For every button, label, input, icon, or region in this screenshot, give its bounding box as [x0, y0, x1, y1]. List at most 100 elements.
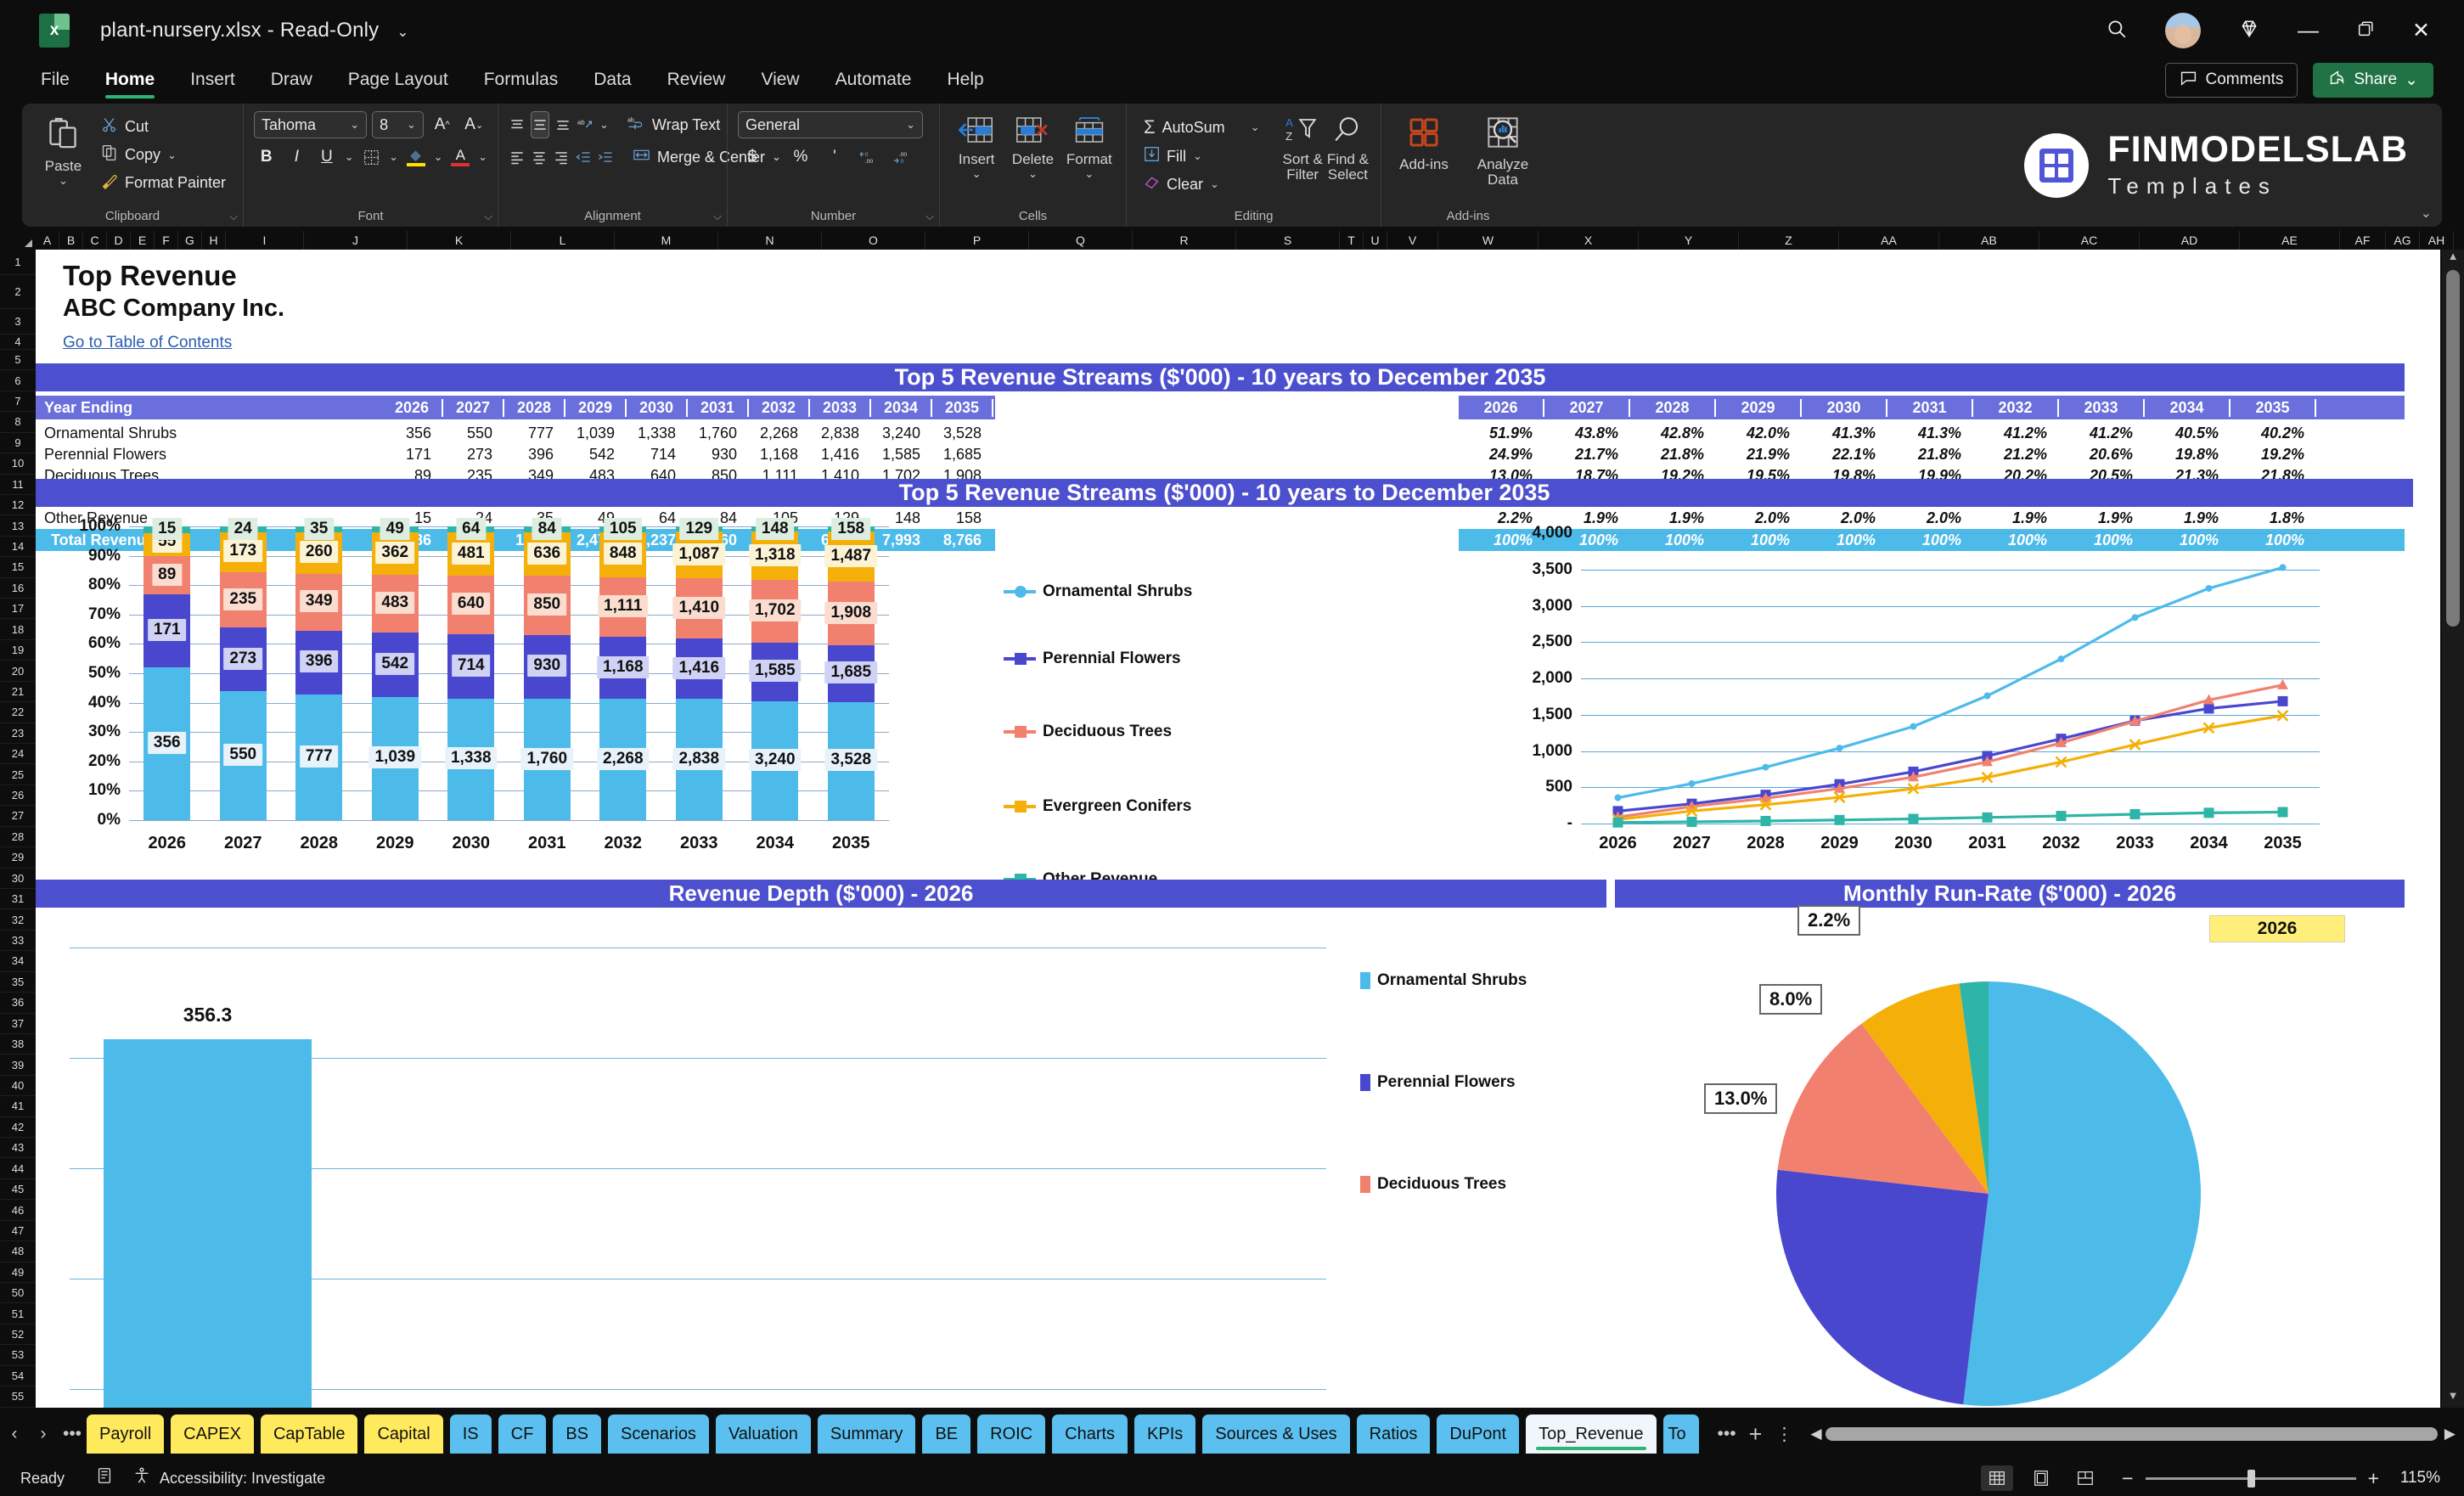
row-header-38[interactable]: 38 [0, 1034, 36, 1055]
column-header-AF[interactable]: AF [2340, 231, 2386, 250]
column-header-G[interactable]: G [178, 231, 202, 250]
diamond-icon[interactable] [2238, 18, 2260, 44]
row-header-21[interactable]: 21 [0, 682, 36, 703]
sheet-tab-valuation[interactable]: Valuation [715, 1414, 811, 1454]
row-header-7[interactable]: 7 [0, 391, 36, 413]
share-button[interactable]: Share ⌄ [2313, 62, 2433, 98]
cell-r0-c1[interactable]: 550 [466, 425, 492, 441]
chevron-down-icon[interactable]: ⌄ [406, 118, 416, 131]
column-header-W[interactable]: W [1438, 231, 1539, 250]
column-header-N[interactable]: N [718, 231, 822, 250]
column-header-O[interactable]: O [822, 231, 925, 250]
percent-format-button[interactable]: % [793, 148, 808, 166]
font-color-button[interactable]: A [448, 143, 474, 171]
row-header-30[interactable]: 30 [0, 869, 36, 889]
row-header-22[interactable]: 22 [0, 702, 36, 723]
find-select-button[interactable]: Find & Select [1325, 110, 1370, 197]
record-macro-icon[interactable] [95, 1466, 114, 1490]
row-header-13[interactable]: 13 [0, 515, 36, 537]
cell-r0-c2[interactable]: 777 [527, 425, 554, 441]
align-bottom-button[interactable] [554, 111, 571, 138]
font-dialog-launcher[interactable]: ⌵ [484, 210, 492, 222]
number-dialog-launcher[interactable]: ⌵ [925, 210, 934, 222]
decrease-indent-button[interactable] [575, 143, 592, 171]
row-header-46[interactable]: 46 [0, 1200, 36, 1221]
line-chart[interactable]: - 500 1,000 1,500 2,000 2,500 3,000 3,500 4,000 2… [995, 515, 2405, 888]
legend-item[interactable]: Evergreen Conifers [1004, 797, 1191, 816]
cell-r4-c8[interactable]: 148 [894, 509, 920, 526]
sheet-tab-charts[interactable]: Charts [1052, 1414, 1128, 1454]
increase-indent-button[interactable] [597, 143, 614, 171]
column-header-K[interactable]: K [408, 231, 511, 250]
scroll-up-arrow[interactable]: ▲ [2447, 250, 2459, 262]
chevron-down-icon[interactable]: ⌄ [389, 150, 399, 163]
row-header-14[interactable]: 14 [0, 537, 36, 558]
row-header-27[interactable]: 27 [0, 806, 36, 827]
addins-button[interactable]: Add-ins [1392, 110, 1456, 188]
chevron-down-icon[interactable]: ⌄ [350, 118, 360, 131]
sheet-tab-captable[interactable]: CapTable [260, 1414, 358, 1454]
cell-r1-c8[interactable]: 1,585 [881, 446, 920, 463]
row-header-47[interactable]: 47 [0, 1221, 36, 1242]
table-of-contents-link[interactable]: Go to Table of Contents [63, 334, 233, 352]
row-header-9[interactable]: 9 [0, 433, 36, 454]
sheet-tab-scenarios[interactable]: Scenarios [608, 1414, 709, 1454]
cell-r4-c5[interactable]: 2.0% [1926, 509, 1961, 526]
column-header-D[interactable]: D [107, 231, 131, 250]
row-header-2[interactable]: 2 [0, 275, 36, 309]
scrollbar-thumb[interactable] [2446, 270, 2460, 627]
number-format-select[interactable]: General ⌄ [738, 111, 923, 138]
column-header-R[interactable]: R [1133, 231, 1236, 250]
cell-r1-c0[interactable]: 24.9% [1488, 446, 1533, 463]
row-header-6[interactable]: 6 [0, 370, 36, 391]
total-cell-2[interactable]: 100% [1664, 531, 1704, 548]
cell-r1-c3[interactable]: 21.9% [1746, 446, 1790, 463]
cell-r1-c5[interactable]: 930 [711, 446, 737, 463]
cell-r4-c1[interactable]: 1.9% [1583, 509, 1618, 526]
bold-button[interactable]: B [260, 148, 273, 166]
column-header-Y[interactable]: Y [1639, 231, 1739, 250]
sheet-tab-sources-uses[interactable]: Sources & Uses [1202, 1414, 1350, 1454]
tab-help[interactable]: Help [947, 70, 984, 89]
worksheet-canvas[interactable]: Top Revenue ABC Company Inc. Go to Table… [36, 250, 2440, 1408]
cell-r4-c6[interactable]: 1.9% [2011, 509, 2047, 526]
total-cell-3[interactable]: 100% [1750, 531, 1790, 548]
tab-automate[interactable]: Automate [835, 70, 912, 89]
column-header-A[interactable]: A [36, 231, 59, 250]
cell-r0-c3[interactable]: 42.0% [1746, 425, 1790, 441]
chevron-down-icon[interactable]: ⌄ [906, 118, 915, 131]
autosum-button[interactable]: Σ AutoSum ⌄ [1137, 114, 1267, 141]
row-header-15[interactable]: 15 [0, 557, 36, 578]
cell-r4-c4[interactable]: 2.0% [1840, 509, 1876, 526]
cell-r4-c8[interactable]: 1.9% [2183, 509, 2219, 526]
cell-r1-c2[interactable]: 396 [527, 446, 554, 463]
cell-r0-c9[interactable]: 40.2% [2260, 425, 2304, 441]
column-header-AB[interactable]: AB [1939, 231, 2039, 250]
hscroll-right-arrow[interactable]: ▶ [2444, 1426, 2456, 1442]
row-header-31[interactable]: 31 [0, 889, 36, 910]
column-header-M[interactable]: M [615, 231, 718, 250]
zoom-slider[interactable] [2145, 1469, 2356, 1488]
column-header-AE[interactable]: AE [2240, 231, 2340, 250]
format-painter-button[interactable]: Format Painter [94, 170, 233, 196]
cell-r4-c3[interactable]: 2.0% [1754, 509, 1790, 526]
row-header-40[interactable]: 40 [0, 1076, 36, 1097]
cell-r4-c0[interactable]: 15 [413, 509, 431, 526]
legend-item[interactable]: Deciduous Trees [1360, 1175, 1506, 1194]
cell-r1-c6[interactable]: 1,168 [759, 446, 798, 463]
stacked-bar-chart[interactable]: 0% 10% 20% 30% 40% 50% 60% 70% 80% 90% 100% 356 171 8… [36, 515, 995, 871]
align-middle-button[interactable] [531, 111, 549, 138]
column-header-X[interactable]: X [1539, 231, 1639, 250]
cell-r0-c5[interactable]: 1,760 [698, 425, 737, 441]
cell-r1-c1[interactable]: 21.7% [1574, 446, 1618, 463]
align-top-button[interactable] [509, 111, 526, 138]
row-header-28[interactable]: 28 [0, 827, 36, 848]
column-header-AA[interactable]: AA [1839, 231, 1939, 250]
total-cell-9[interactable]: 100% [2264, 531, 2304, 548]
column-header-AG[interactable]: AG [2386, 231, 2420, 250]
cell-r0-c4[interactable]: 41.3% [1831, 425, 1876, 441]
tab-home[interactable]: Home [90, 67, 170, 98]
tab-page-layout[interactable]: Page Layout [347, 70, 448, 89]
column-header-C[interactable]: C [83, 231, 107, 250]
column-header-T[interactable]: T [1340, 231, 1364, 250]
